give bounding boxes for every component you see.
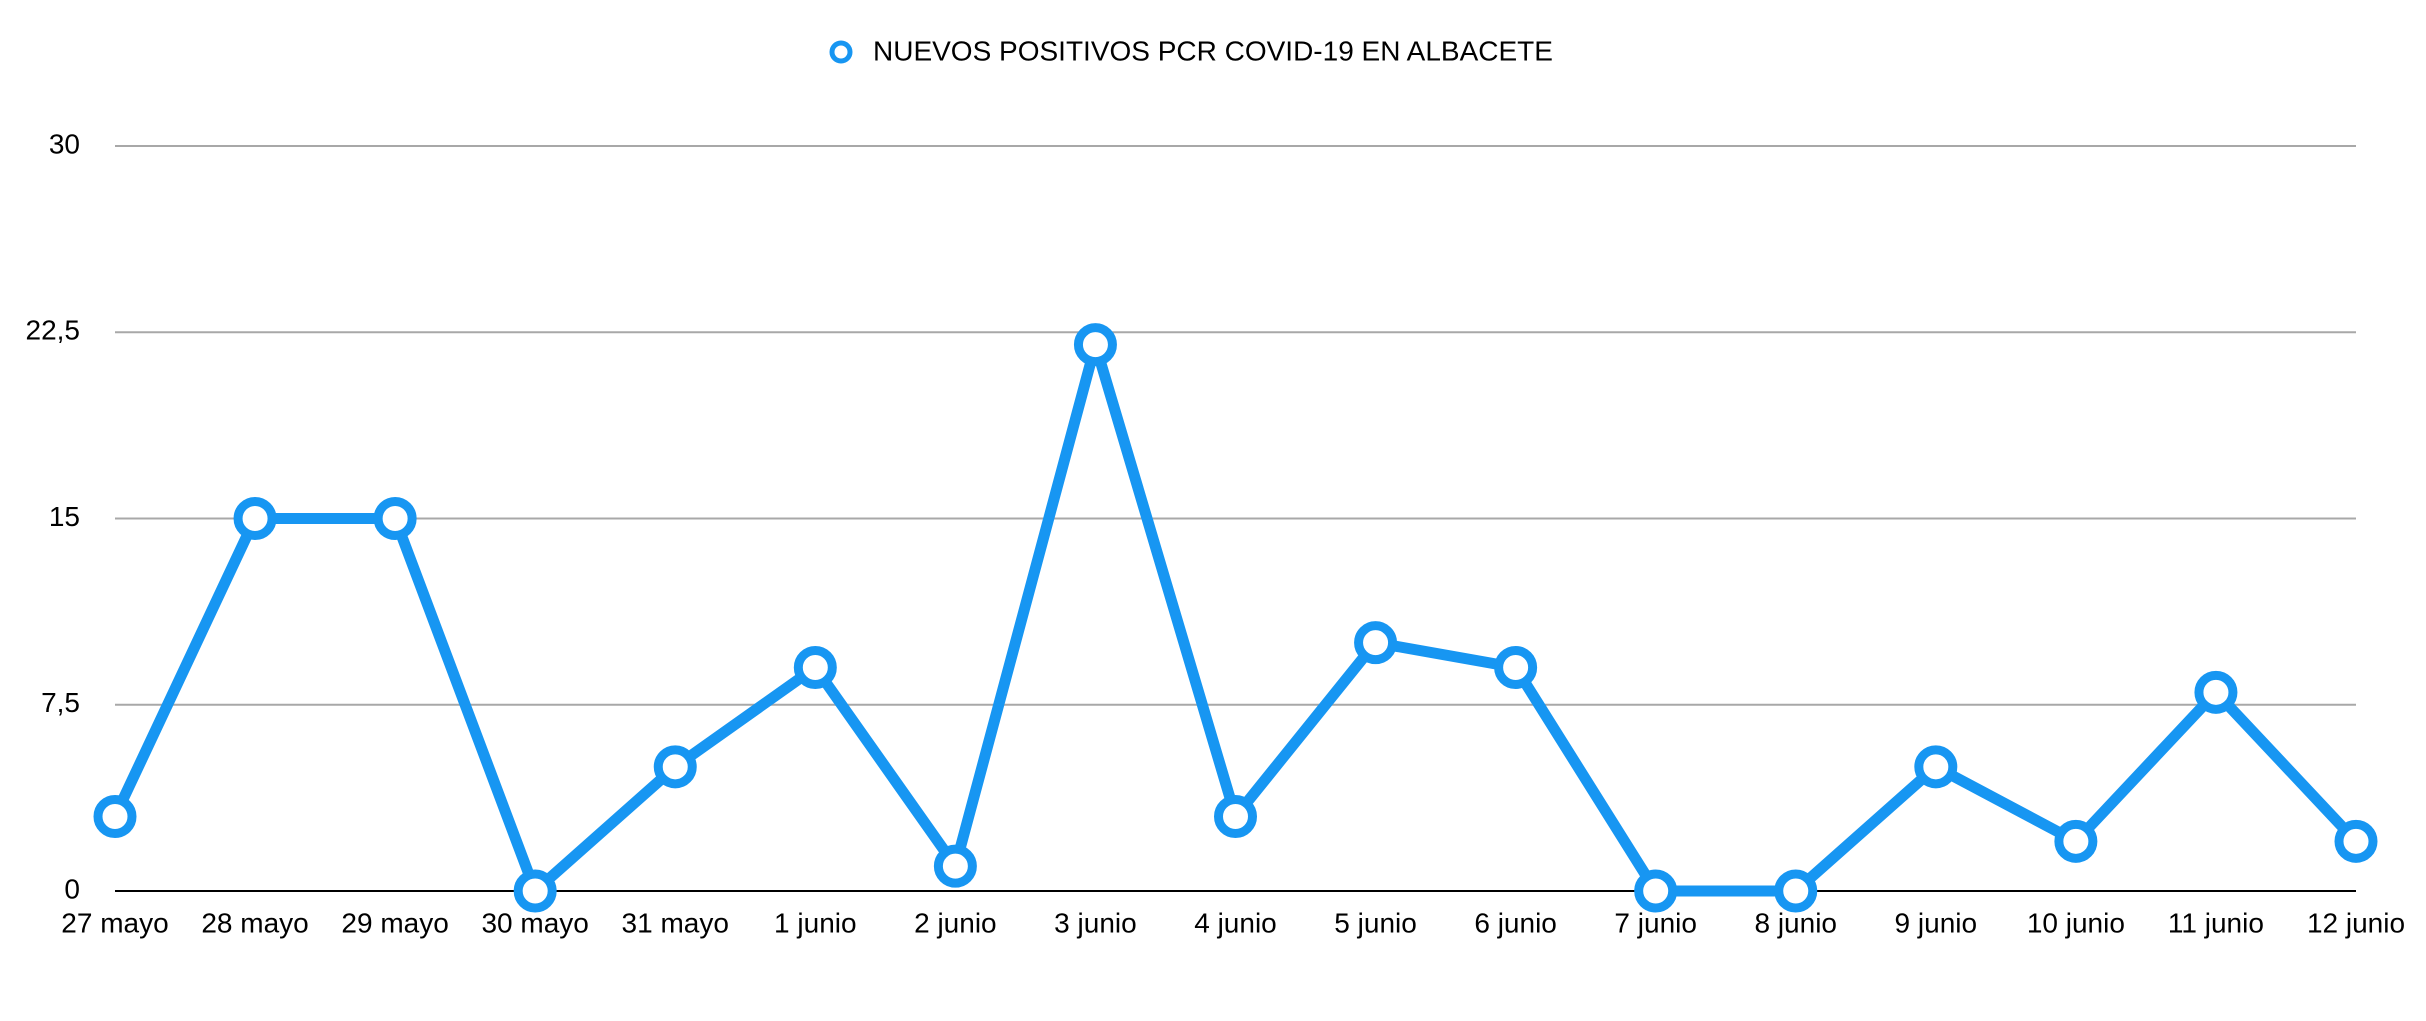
x-tick-label: 2 junio — [914, 907, 997, 938]
y-tick-label: 7,5 — [41, 687, 80, 718]
x-tick-label: 28 mayo — [201, 907, 308, 938]
data-point — [1073, 323, 1117, 367]
x-tick-label: 8 junio — [1754, 907, 1837, 938]
x-tick-label: 27 mayo — [61, 907, 168, 938]
data-point — [2194, 670, 2238, 714]
x-tick-label: 1 junio — [774, 907, 857, 938]
x-tick-label: 10 junio — [2027, 907, 2125, 938]
x-tick-label: 12 junio — [2307, 907, 2405, 938]
x-tick-label: 5 junio — [1334, 907, 1417, 938]
data-point — [933, 844, 977, 888]
x-tick-label: 30 mayo — [481, 907, 588, 938]
data-point — [233, 497, 277, 540]
x-tick-label: 31 mayo — [622, 907, 729, 938]
data-point — [1214, 795, 1257, 838]
x-tick-label: 11 junio — [2168, 907, 2264, 938]
data-point — [513, 869, 557, 913]
legend-label: NUEVOS POSITIVOS PCR COVID-19 EN ALBACET… — [873, 35, 1553, 66]
y-tick-label: 30 — [49, 128, 80, 159]
data-point — [1914, 745, 1958, 789]
data-point — [1494, 646, 1538, 689]
x-tick-label: 7 junio — [1614, 907, 1697, 938]
y-tick-label: 0 — [64, 873, 80, 904]
y-tick-label: 15 — [49, 501, 80, 532]
data-point — [2334, 819, 2378, 863]
x-tick-label: 29 mayo — [341, 907, 448, 938]
data-point — [653, 745, 697, 789]
data-point — [93, 795, 137, 838]
legend-marker — [829, 40, 853, 64]
data-point — [2054, 819, 2098, 863]
data-point — [793, 646, 837, 689]
x-tick-label: 4 junio — [1194, 907, 1277, 938]
data-point — [1634, 869, 1678, 913]
data-point — [1354, 621, 1398, 665]
x-tick-label: 3 junio — [1054, 907, 1137, 938]
x-tick-label: 9 junio — [1895, 907, 1978, 938]
x-tick-label: 6 junio — [1474, 907, 1557, 938]
data-point — [373, 497, 417, 540]
data-point — [1774, 869, 1818, 913]
y-tick-label: 22,5 — [26, 315, 81, 346]
